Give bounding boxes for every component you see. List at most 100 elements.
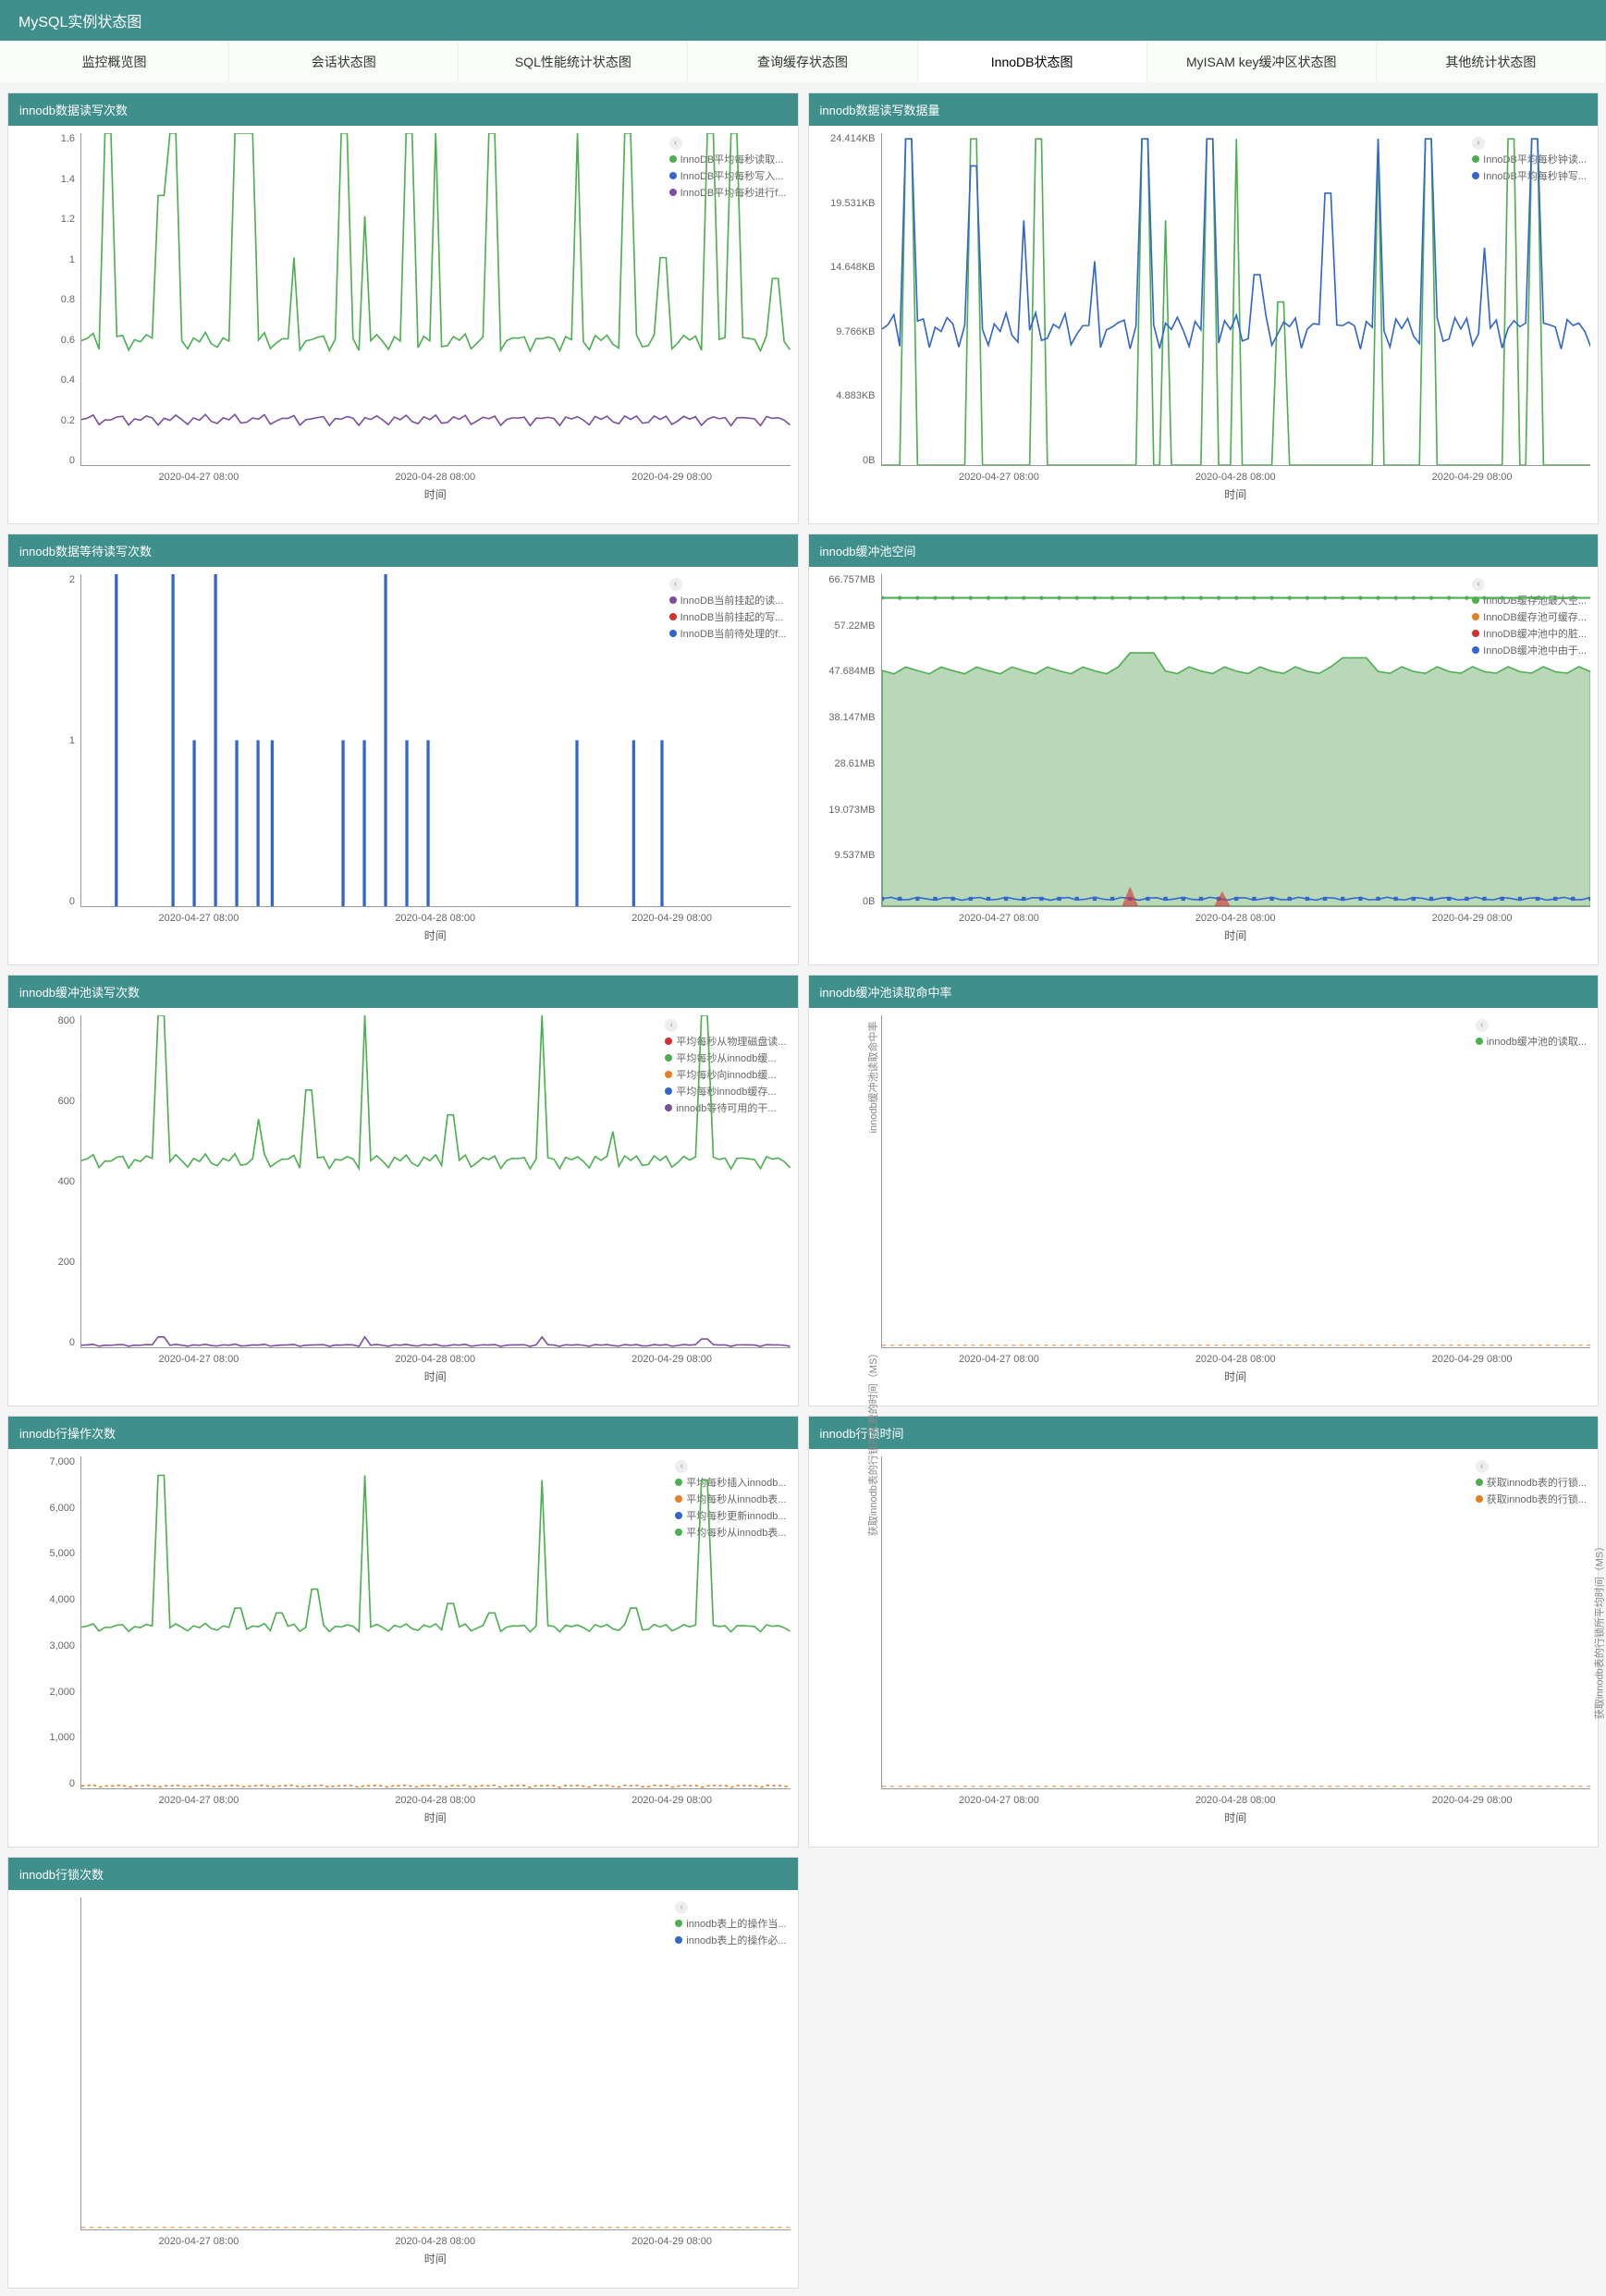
y-axis-label-right: 获取innodb表的行锁所平均时间（MS） (1592, 1541, 1606, 1719)
y-tick: 6,000 (16, 1503, 75, 1514)
panel-title: innodb数据读写数据量 (809, 93, 1599, 126)
y-tick: 1.4 (16, 174, 75, 185)
chart-svg (81, 1456, 791, 1788)
chart (16, 1897, 791, 2230)
panel-title: innodb缓冲池读写次数 (8, 976, 798, 1008)
x-axis-label: 时间 (80, 1369, 791, 1384)
x-axis-label: 时间 (80, 2251, 791, 2266)
tab-4[interactable]: InnoDB状态图 (918, 42, 1147, 82)
panel-body: ‹innodb表上的操作当...innodb表上的操作必...2020-04-2… (8, 1890, 798, 2288)
plot-area (80, 133, 791, 466)
y-tick: 0.2 (16, 415, 75, 426)
x-axis-label: 时间 (881, 1810, 1591, 1825)
y-tick: 0B (816, 896, 876, 907)
x-tick: 2020-04-29 08:00 (631, 1795, 712, 1806)
chart-svg (882, 133, 1591, 465)
plot-area (80, 574, 791, 907)
y-tick: 800 (16, 1015, 75, 1026)
x-tick: 2020-04-27 08:00 (158, 913, 239, 924)
y-tick: 0B (816, 455, 876, 466)
panel-title: innodb数据等待读写次数 (8, 534, 798, 567)
plot-area: 获取innodb表的行锁所花费的时间（MS）获取innodb表的行锁所平均时间（… (881, 1456, 1591, 1789)
y-tick: 200 (16, 1257, 75, 1268)
y-tick: 19.073MB (816, 804, 876, 816)
x-axis: 2020-04-27 08:002020-04-28 08:002020-04-… (80, 1354, 791, 1365)
y-axis: 1.61.41.210.80.60.40.20 (16, 133, 80, 466)
panel-title: innodb行锁时间 (809, 1417, 1599, 1449)
plot-area (80, 1456, 791, 1789)
y-tick: 4.883KB (816, 390, 876, 401)
y-tick: 0 (16, 455, 75, 466)
x-tick: 2020-04-29 08:00 (1432, 472, 1513, 483)
x-tick: 2020-04-29 08:00 (1432, 1795, 1513, 1806)
chart-svg (81, 1897, 791, 2229)
panel-body: ‹平均每秒插入innodb...平均每秒从innodb表...平均每秒更新inn… (8, 1449, 798, 1847)
x-tick: 2020-04-27 08:00 (158, 1795, 239, 1806)
x-tick: 2020-04-28 08:00 (395, 1795, 475, 1806)
panel-row_lock_count: innodb行锁次数‹innodb表上的操作当...innodb表上的操作必..… (7, 1857, 799, 2289)
chart: 1.61.41.210.80.60.40.20 (16, 133, 791, 466)
tab-3[interactable]: 查询缓存状态图 (688, 42, 917, 82)
plot-area (881, 133, 1591, 466)
y-axis-label: 获取innodb表的行锁所花费的时间（MS） (865, 1347, 880, 1536)
x-tick: 2020-04-28 08:00 (1195, 1795, 1276, 1806)
panel-title: innodb缓冲池读取命中率 (809, 976, 1599, 1008)
y-tick: 0.8 (16, 294, 75, 305)
plot-area (80, 1897, 791, 2230)
x-tick: 2020-04-28 08:00 (395, 472, 475, 483)
chart: 210 (16, 574, 791, 907)
chart-svg (81, 133, 791, 465)
tab-5[interactable]: MyISAM key缓冲区状态图 (1147, 42, 1377, 82)
panel-buffer_hit: innodb缓冲池读取命中率‹innodb缓冲池的读取...innodb缓冲池读… (808, 975, 1600, 1406)
panel-title: innodb行操作次数 (8, 1417, 798, 1449)
page-header: MySQL实例状态图 (0, 0, 1606, 41)
y-tick: 2 (16, 574, 75, 585)
panel-row_ops: innodb行操作次数‹平均每秒插入innodb...平均每秒从innodb表.… (7, 1416, 799, 1848)
y-tick: 9.537MB (816, 850, 876, 861)
chart: 8006004002000 (16, 1015, 791, 1348)
panel-body: ‹InnoDB平均每秒钟读...InnoDB平均每秒钟写...24.414KB1… (809, 126, 1599, 523)
chart-svg (882, 1015, 1591, 1347)
chart-svg (882, 1456, 1591, 1788)
x-axis: 2020-04-27 08:002020-04-28 08:002020-04-… (80, 472, 791, 483)
panel-title: innodb缓冲池空间 (809, 534, 1599, 567)
y-tick: 28.61MB (816, 758, 876, 769)
chart: 66.757MB57.22MB47.684MB38.147MB28.61MB19… (816, 574, 1591, 907)
y-tick: 600 (16, 1096, 75, 1107)
x-axis: 2020-04-27 08:002020-04-28 08:002020-04-… (881, 913, 1591, 924)
x-tick: 2020-04-28 08:00 (395, 2236, 475, 2247)
x-axis: 2020-04-27 08:00 2020-04-28 08:00 2020-04-… (80, 1795, 791, 1806)
y-tick: 38.147MB (816, 712, 876, 723)
tab-0[interactable]: 监控概览图 (0, 42, 229, 82)
y-tick: 57.22MB (816, 620, 876, 632)
y-tick: 0 (16, 896, 75, 907)
y-axis: 7,0006,0005,0004,0003,0002,0001,0000 (16, 1456, 80, 1789)
panel-pending_rw: innodb数据等待读写次数‹InnoDB当前挂起的读...InnoDB当前挂起… (7, 534, 799, 965)
x-axis: 2020-04-27 08:002020-04-28 08:002020-04-… (881, 1795, 1591, 1806)
y-tick: 2,000 (16, 1687, 75, 1698)
y-axis: 8006004002000 (16, 1015, 80, 1348)
tab-6[interactable]: 其他统计状态图 (1377, 42, 1606, 82)
tab-2[interactable]: SQL性能统计状态图 (459, 42, 688, 82)
y-tick: 19.531KB (816, 198, 876, 209)
chart: 24.414KB19.531KB14.648KB9.766KB4.883KB0B (816, 133, 1591, 466)
y-axis-label: innodb缓冲池读取命中率 (865, 1021, 880, 1133)
tab-1[interactable]: 会话状态图 (229, 42, 459, 82)
y-tick: 7,000 (16, 1456, 75, 1467)
x-tick: 2020-04-28 08:00 (395, 913, 475, 924)
panel-buffer_space: innodb缓冲池空间‹InnoDB缓存池最大空...InnoDB缓存池可缓存.… (808, 534, 1600, 965)
x-axis: 2020-04-27 08:002020-04-28 08:002020-04-… (80, 2236, 791, 2247)
y-tick: 0.4 (16, 374, 75, 386)
y-axis (16, 1897, 80, 2230)
y-axis: 66.757MB57.22MB47.684MB38.147MB28.61MB19… (816, 574, 881, 907)
plot-area (881, 574, 1591, 907)
y-tick: 9.766KB (816, 326, 876, 338)
x-axis: 2020-04-27 08:002020-04-28 08:002020-04-… (881, 1354, 1591, 1365)
x-tick: 2020-04-29 08:00 (1432, 913, 1513, 924)
y-tick: 4,000 (16, 1594, 75, 1605)
y-tick: 66.757MB (816, 574, 876, 585)
plot-area: innodb缓冲池读取命中率 (881, 1015, 1591, 1348)
y-tick: 0 (16, 1337, 75, 1348)
x-tick: 2020-04-29 08:00 (631, 913, 712, 924)
x-tick: 2020-04-27 08:00 (959, 913, 1039, 924)
